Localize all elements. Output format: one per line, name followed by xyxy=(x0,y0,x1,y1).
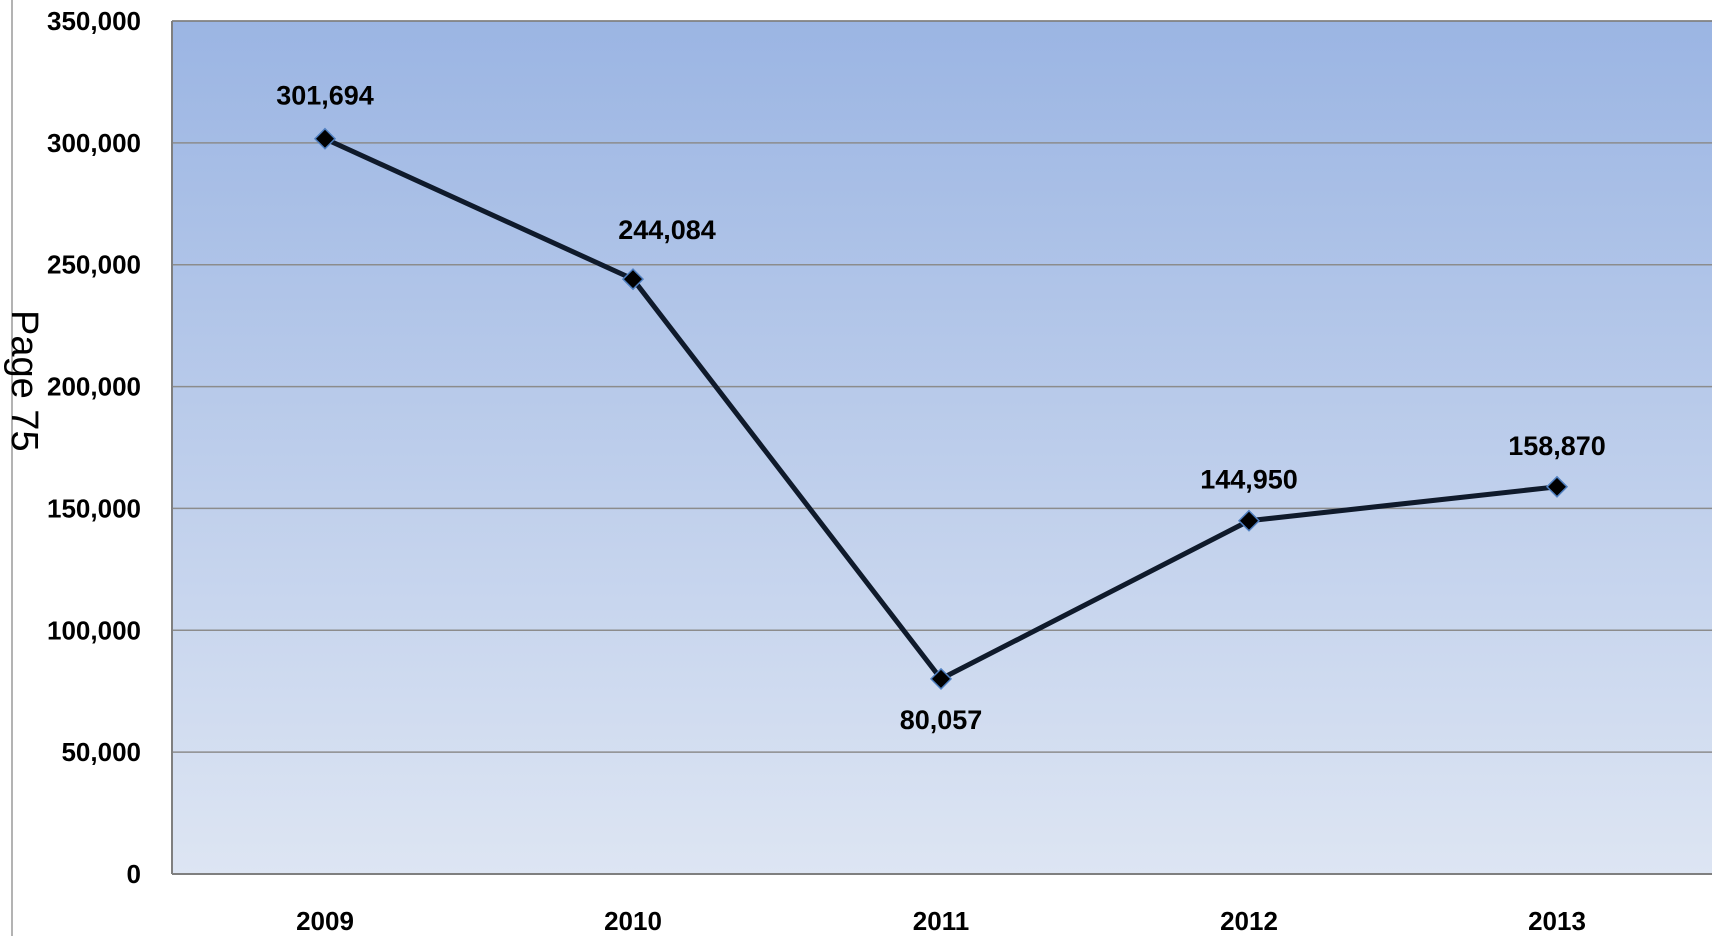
x-tick-label: 2013 xyxy=(1528,906,1586,936)
y-tick-label: 350,000 xyxy=(47,6,141,36)
data-point-marker xyxy=(621,268,645,291)
data-point-marker xyxy=(313,127,337,150)
y-tick-label: 0 xyxy=(127,859,141,889)
x-tick-label: 2010 xyxy=(604,906,662,936)
data-label: 158,870 xyxy=(1508,431,1606,461)
x-tick-label: 2009 xyxy=(296,906,354,936)
data-label: 144,950 xyxy=(1200,465,1298,495)
axes xyxy=(171,20,1712,875)
plot-area xyxy=(172,21,1712,874)
x-tick-label: 2011 xyxy=(913,906,969,936)
data-point-marker xyxy=(1545,475,1569,498)
x-tick-label: 2012 xyxy=(1220,906,1278,936)
data-labels: 301,694 244,084 80,057 144,950 158,870 xyxy=(276,81,1606,735)
gridlines xyxy=(172,20,1712,753)
y-axis-tick-labels: 0 50,000 100,000 150,000 200,000 250,000 300,0… xyxy=(47,6,141,889)
y-tick-label: 200,000 xyxy=(47,372,141,402)
y-tick-label: 50,000 xyxy=(61,737,141,767)
data-label: 244,084 xyxy=(618,215,716,245)
y-tick-label: 100,000 xyxy=(47,615,141,645)
y-tick-label: 150,000 xyxy=(47,493,141,523)
x-axis-tick-labels: 2009 2010 2011 2012 2013 xyxy=(296,906,1586,936)
data-point-marker xyxy=(1237,509,1261,532)
series-markers xyxy=(313,127,1569,690)
data-point-marker xyxy=(929,667,953,690)
data-label: 80,057 xyxy=(900,705,983,735)
data-label: 301,694 xyxy=(276,81,374,111)
y-tick-label: 250,000 xyxy=(47,250,141,280)
y-tick-label: 300,000 xyxy=(47,128,141,158)
page-number-label: Page 75 xyxy=(3,310,45,452)
